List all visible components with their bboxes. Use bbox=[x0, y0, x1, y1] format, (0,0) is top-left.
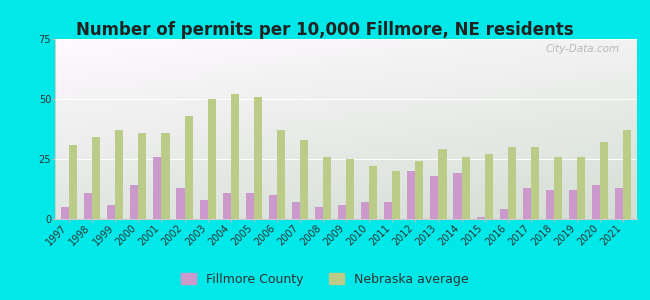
Bar bbox=[207, 99, 216, 219]
Bar bbox=[84, 193, 92, 219]
Bar bbox=[361, 202, 369, 219]
Bar bbox=[292, 202, 300, 219]
Bar bbox=[600, 142, 608, 219]
Bar bbox=[176, 188, 185, 219]
Bar bbox=[615, 188, 623, 219]
Bar bbox=[254, 97, 262, 219]
Bar bbox=[546, 190, 554, 219]
Legend: Fillmore County, Nebraska average: Fillmore County, Nebraska average bbox=[176, 268, 474, 291]
Bar bbox=[346, 159, 354, 219]
Bar bbox=[408, 171, 415, 219]
Bar bbox=[231, 94, 239, 219]
Bar bbox=[277, 130, 285, 219]
Bar bbox=[185, 116, 192, 219]
Bar bbox=[415, 161, 423, 219]
Text: Number of permits per 10,000 Fillmore, NE residents: Number of permits per 10,000 Fillmore, N… bbox=[76, 21, 574, 39]
Bar bbox=[430, 176, 439, 219]
Bar bbox=[500, 209, 508, 219]
Bar bbox=[369, 166, 377, 219]
Bar bbox=[485, 154, 493, 219]
Bar bbox=[393, 171, 400, 219]
Bar bbox=[246, 193, 254, 219]
Bar bbox=[130, 185, 138, 219]
Bar bbox=[462, 157, 470, 219]
Bar bbox=[115, 130, 124, 219]
Bar bbox=[531, 147, 539, 219]
Bar bbox=[569, 190, 577, 219]
Bar bbox=[69, 145, 77, 219]
Bar bbox=[300, 140, 308, 219]
Bar bbox=[269, 195, 277, 219]
Bar bbox=[61, 207, 69, 219]
Bar bbox=[315, 207, 323, 219]
Bar bbox=[523, 188, 531, 219]
Bar bbox=[222, 193, 231, 219]
Bar bbox=[454, 173, 462, 219]
Bar bbox=[623, 130, 631, 219]
Bar bbox=[161, 133, 170, 219]
Bar bbox=[153, 157, 161, 219]
Bar bbox=[200, 200, 207, 219]
Bar bbox=[323, 157, 331, 219]
Bar bbox=[439, 149, 447, 219]
Bar bbox=[107, 205, 115, 219]
Bar bbox=[592, 185, 600, 219]
Text: City-Data.com: City-Data.com bbox=[545, 44, 619, 54]
Bar bbox=[508, 147, 516, 219]
Bar bbox=[338, 205, 346, 219]
Bar bbox=[577, 157, 585, 219]
Bar bbox=[554, 157, 562, 219]
Bar bbox=[138, 133, 146, 219]
Bar bbox=[92, 137, 100, 219]
Bar bbox=[384, 202, 393, 219]
Bar bbox=[476, 217, 485, 219]
